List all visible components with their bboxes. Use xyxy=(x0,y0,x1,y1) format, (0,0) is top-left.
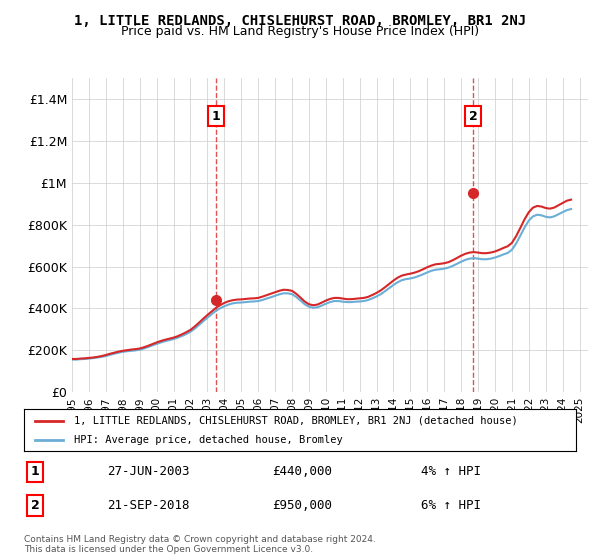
Text: 2: 2 xyxy=(469,110,478,123)
Text: HPI: Average price, detached house, Bromley: HPI: Average price, detached house, Brom… xyxy=(74,435,343,445)
Text: 1: 1 xyxy=(31,465,40,478)
Text: 2: 2 xyxy=(31,499,40,512)
Text: 27-JUN-2003: 27-JUN-2003 xyxy=(107,465,190,478)
Text: £440,000: £440,000 xyxy=(272,465,332,478)
Text: Contains HM Land Registry data © Crown copyright and database right 2024.
This d: Contains HM Land Registry data © Crown c… xyxy=(24,535,376,554)
Text: 6% ↑ HPI: 6% ↑ HPI xyxy=(421,499,481,512)
Text: 21-SEP-2018: 21-SEP-2018 xyxy=(107,499,190,512)
Text: 4% ↑ HPI: 4% ↑ HPI xyxy=(421,465,481,478)
Text: 1: 1 xyxy=(211,110,220,123)
Text: 1, LITTLE REDLANDS, CHISLEHURST ROAD, BROMLEY, BR1 2NJ: 1, LITTLE REDLANDS, CHISLEHURST ROAD, BR… xyxy=(74,14,526,28)
Text: 1, LITTLE REDLANDS, CHISLEHURST ROAD, BROMLEY, BR1 2NJ (detached house): 1, LITTLE REDLANDS, CHISLEHURST ROAD, BR… xyxy=(74,416,517,426)
Text: Price paid vs. HM Land Registry's House Price Index (HPI): Price paid vs. HM Land Registry's House … xyxy=(121,25,479,38)
Text: £950,000: £950,000 xyxy=(272,499,332,512)
